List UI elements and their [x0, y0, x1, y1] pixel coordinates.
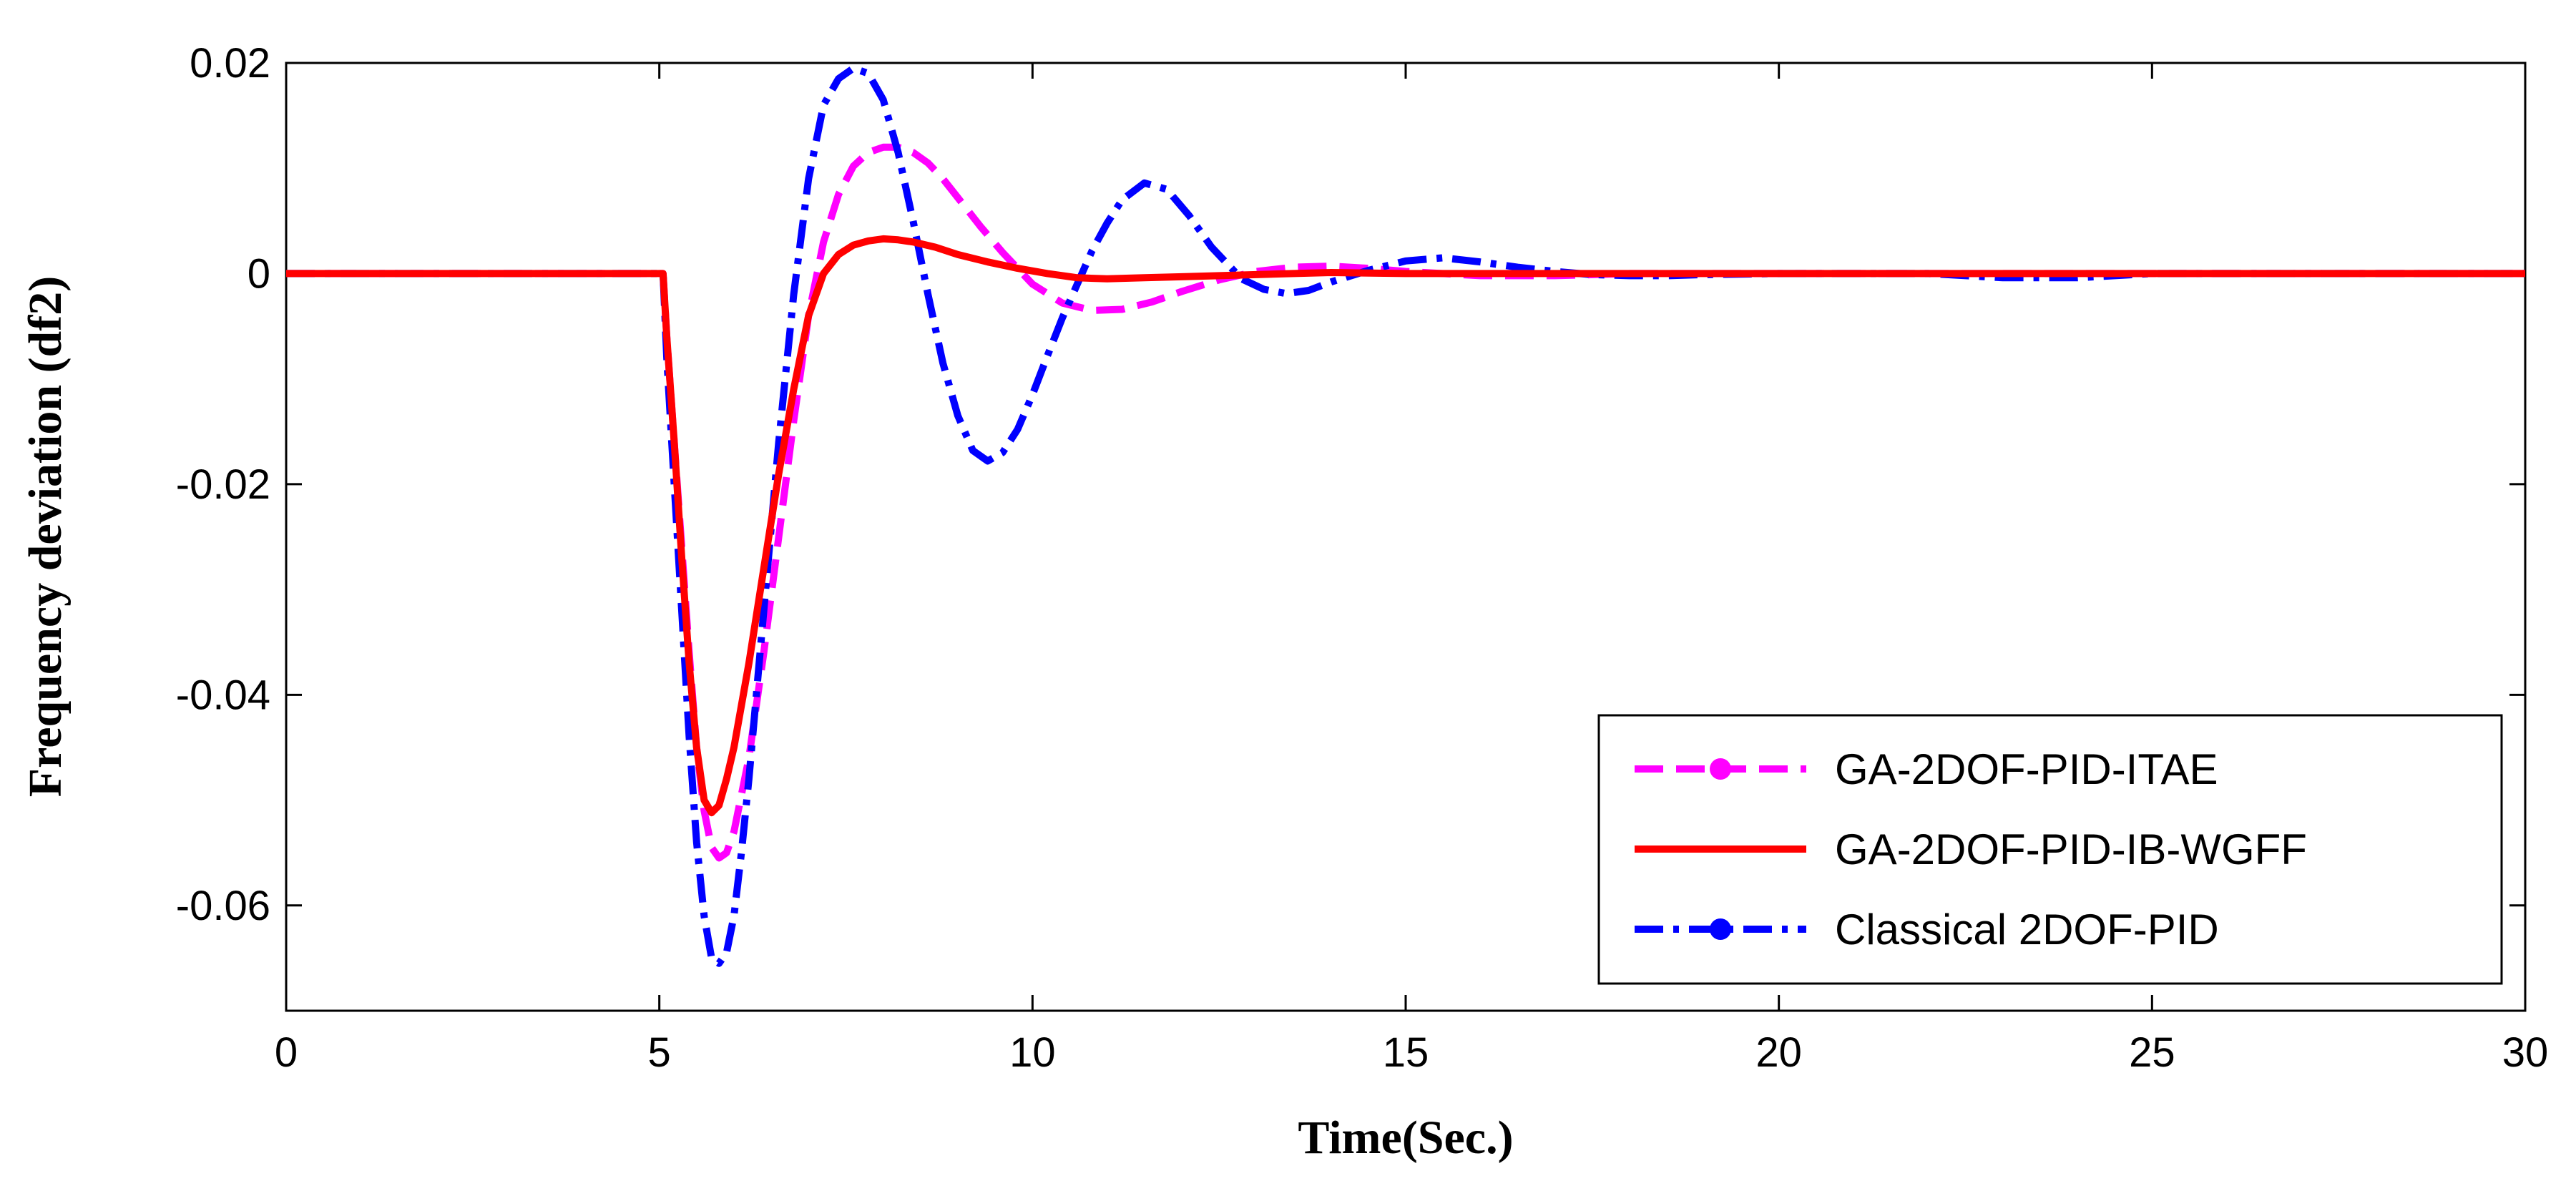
legend-label-classical: Classical 2DOF-PID: [1835, 906, 2219, 954]
x-tick-label: 15: [1383, 1029, 1429, 1076]
x-tick-label: 20: [1755, 1029, 1802, 1076]
legend-label-ib-wgff: GA-2DOF-PID-IB-WGFF: [1835, 825, 2307, 873]
y-tick-label: 0.02: [190, 40, 270, 87]
y-axis-label: Frequency deviation (df2): [19, 276, 72, 797]
series-layer: [286, 64, 2525, 967]
y-tick-label: 0: [248, 250, 270, 297]
x-tick-label: 30: [2502, 1029, 2549, 1076]
x-tick-label: 5: [648, 1029, 671, 1076]
series-line-ib-wgff: [286, 235, 2525, 817]
series-line-classical: [286, 64, 2525, 967]
x-tick-label: 25: [2129, 1029, 2175, 1076]
y-tick-label: -0.02: [176, 461, 270, 508]
x-tick-label: 0: [275, 1029, 298, 1076]
x-axis-label: Time(Sec.): [1298, 1112, 1513, 1164]
legend-label-itae: GA-2DOF-PID-ITAE: [1835, 745, 2218, 793]
x-tick-label: 10: [1009, 1029, 1056, 1076]
legend-marker-classical: [1710, 918, 1731, 940]
y-tick-label: -0.04: [176, 672, 270, 718]
legend: GA-2DOF-PID-ITAE GA-2DOF-PID-IB-WGFF Cla…: [1597, 714, 2503, 985]
legend-marker-itae: [1710, 758, 1731, 780]
y-tick-labels: 0.02 0 -0.02 -0.04 -0.06: [176, 40, 270, 929]
y-tick-label: -0.06: [176, 883, 270, 929]
x-tick-labels: 0 5 10 15 20 25 30: [275, 1029, 2548, 1076]
